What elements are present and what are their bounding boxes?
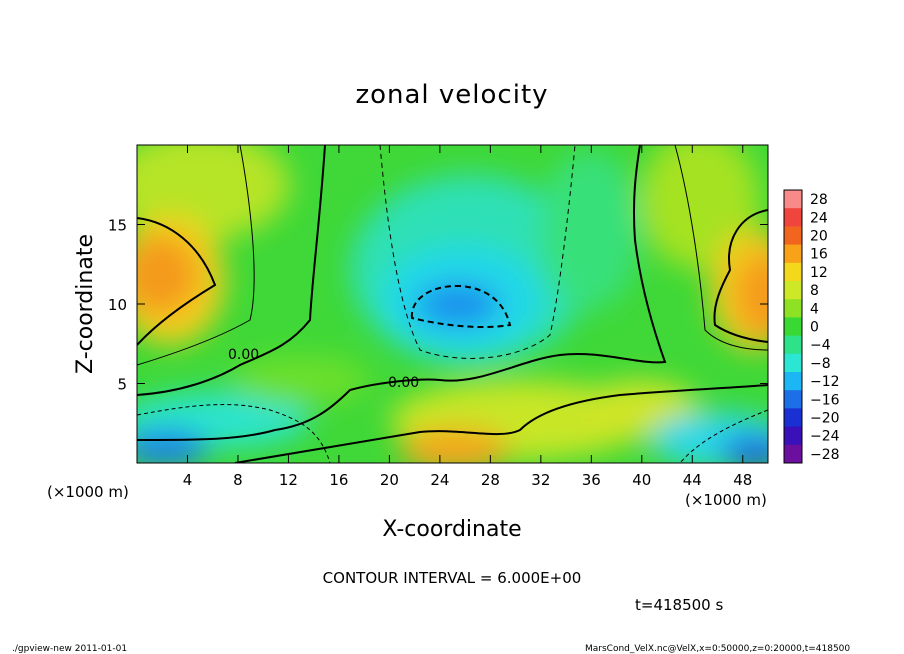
- contour-neg6-center: [379, 145, 576, 359]
- contour-neg6-lower-left: [137, 404, 331, 463]
- x-unit-right: (×1000 m): [685, 491, 767, 509]
- x-tick-label: 24: [430, 471, 449, 489]
- x-tick-label: 16: [329, 471, 348, 489]
- x-tick-label: 4: [183, 471, 193, 489]
- x-tick-label: 28: [481, 471, 500, 489]
- colorbar-label: −20: [810, 411, 840, 427]
- colorbar-label: 8: [810, 283, 819, 299]
- contour-zero-left-curve: [137, 145, 326, 396]
- contour-zero-lower: [234, 384, 768, 463]
- colorbar-label: 20: [810, 229, 828, 245]
- x-tick-label: 36: [582, 471, 601, 489]
- colorbar-swatch: [784, 281, 802, 300]
- colorbar-swatch: [784, 444, 802, 464]
- x-tick-label: 48: [733, 471, 752, 489]
- y-axis-ticks: 5 10 15: [108, 217, 768, 394]
- y-tick-label: 15: [108, 217, 127, 235]
- colorbar-swatch: [784, 335, 802, 355]
- x-tick-label: 40: [632, 471, 651, 489]
- contour-zero-main: [137, 145, 667, 441]
- colorbar-label: 0: [810, 320, 819, 336]
- footer-right: MarsCond_VelX.nc@VelX,x=0:50000,z=0:2000…: [585, 644, 850, 654]
- plot-area: 0.00 0.00: [137, 145, 768, 463]
- colorbar-swatch: [784, 408, 802, 428]
- colorbar-swatch: [784, 317, 802, 337]
- time-text: t=418500 s: [635, 596, 723, 614]
- colorbar-swatch: [784, 390, 802, 409]
- y-tick-label: 10: [108, 296, 127, 314]
- contour-interval-text: CONTOUR INTERVAL = 6.000E+00: [323, 569, 582, 587]
- colorbar-label: −8: [810, 356, 831, 372]
- colorbar-label: −24: [810, 429, 840, 445]
- contour-label-1: 0.00: [228, 347, 259, 363]
- contour-pos12-right: [713, 209, 768, 343]
- x-tick-label: 8: [233, 471, 243, 489]
- colorbar-swatch: [784, 353, 802, 373]
- contour-label-2: 0.00: [388, 375, 419, 391]
- footer-left: ./gpview-new 2011-01-01: [12, 644, 127, 654]
- colorbar-swatch: [784, 208, 802, 227]
- chart-title: zonal velocity: [355, 80, 548, 110]
- colorbar-label: 16: [810, 247, 828, 263]
- colorbar-swatch: [784, 426, 802, 446]
- colorbar-label: 12: [810, 265, 828, 281]
- y-axis-label: Z-coordinate: [73, 234, 98, 374]
- colorbar-swatch: [784, 244, 802, 264]
- colorbar-swatch: [784, 372, 802, 391]
- colorbar: 28 24 20 16 12 8 4 0 −4 −8 −12 −16 −20 −24 −28: [783, 189, 840, 464]
- colorbar-label: 28: [810, 192, 828, 208]
- colorbar-swatch: [784, 190, 802, 209]
- colorbar-label: 24: [810, 210, 828, 226]
- x-tick-label: 44: [683, 471, 702, 489]
- colorbar-swatch: [784, 262, 802, 282]
- contour-neg6-lower-right: [679, 409, 768, 463]
- colorbar-swatch: [784, 299, 802, 318]
- colorbar-label: −16: [810, 392, 840, 408]
- colorbar-frame: [783, 189, 803, 464]
- colorbar-label: −4: [810, 338, 831, 354]
- colorbar-swatch: [784, 226, 802, 246]
- colorbar-label: −12: [810, 374, 840, 390]
- x-axis-label: X-coordinate: [382, 517, 521, 542]
- contour-zero-upper-left: [137, 217, 217, 346]
- contour-pos6-left: [137, 145, 255, 366]
- x-unit-left: (×1000 m): [47, 483, 129, 501]
- colorbar-label: −28: [810, 447, 840, 463]
- colorbar-label: 4: [810, 301, 819, 317]
- contour-pos6-right: [674, 145, 768, 351]
- y-tick-label: 5: [117, 376, 127, 394]
- x-tick-label: 32: [531, 471, 550, 489]
- x-tick-label: 12: [279, 471, 298, 489]
- x-tick-label: 20: [380, 471, 399, 489]
- contour-neg12-blob: [410, 284, 512, 329]
- x-axis-ticks: 4 8 12 16 20 24 28 32 36 40 44 48: [183, 145, 752, 489]
